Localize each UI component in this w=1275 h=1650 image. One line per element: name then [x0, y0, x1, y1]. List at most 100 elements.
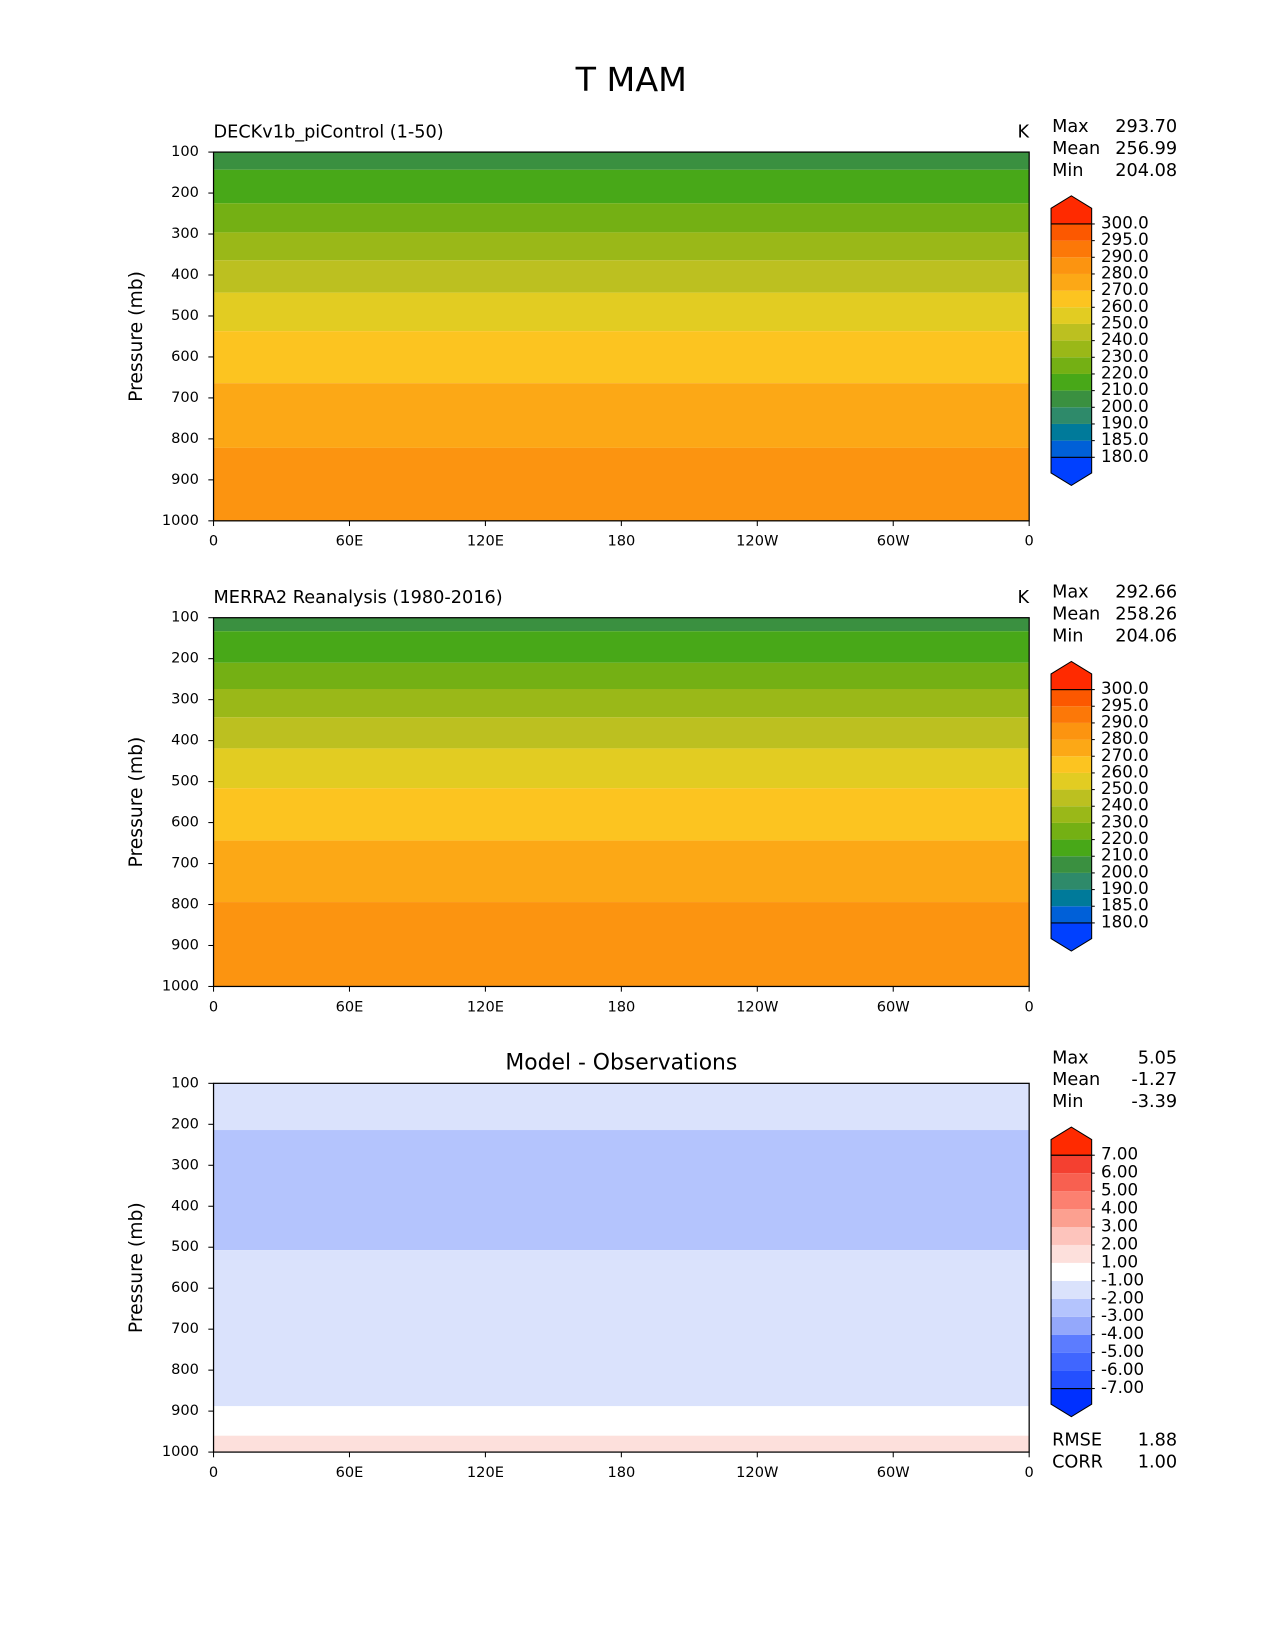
colorbar-segment	[1051, 889, 1092, 907]
y-tick-label: 600	[171, 814, 199, 831]
colorbar-segment	[1051, 756, 1092, 773]
colorbar-segment	[1051, 822, 1092, 840]
colorbar-segment	[1051, 1173, 1092, 1192]
colorbar-label: 230.0	[1101, 347, 1149, 366]
y-tick-label: 500	[171, 1238, 199, 1255]
colorbar-segment	[1051, 290, 1092, 308]
contour-band	[213, 260, 1030, 293]
x-tick-label: 120E	[467, 998, 504, 1015]
colorbar-segment	[1051, 1298, 1092, 1317]
colorbar-extension	[1050, 195, 1093, 225]
x-tick-label: 60E	[336, 998, 364, 1015]
x-tick-label: 180	[607, 533, 635, 550]
colorbar-segment	[1051, 323, 1092, 341]
stat-name: Min	[1052, 1092, 1083, 1112]
colorbar-segment	[1051, 373, 1092, 391]
contour-band	[213, 292, 1030, 332]
colorbar-label: 250.0	[1101, 779, 1149, 798]
y-tick-label: 700	[171, 389, 199, 406]
contour-band	[213, 383, 1030, 448]
panel-title: Model - Observations	[505, 1051, 737, 1076]
panel-title: DECKv1b_piControl (1-50)	[214, 122, 444, 142]
y-tick-label: 500	[171, 307, 199, 324]
colorbar-segment	[1051, 772, 1092, 790]
stat-name: RMSE	[1052, 1431, 1102, 1451]
x-tick-label: 0	[209, 998, 218, 1015]
x-tick-label: 180	[607, 998, 635, 1015]
colorbar-label: 7.00	[1101, 1145, 1138, 1164]
colorbar-label: 185.0	[1101, 430, 1149, 449]
colorbar-segment	[1051, 1334, 1092, 1353]
y-tick-label: 1000	[162, 512, 199, 529]
y-tick-label: 400	[171, 732, 199, 749]
y-tick-label: 200	[171, 650, 199, 667]
colorbar-label: 200.0	[1101, 397, 1149, 416]
x-tick-label: 60W	[877, 533, 910, 550]
x-tick-label: 120W	[736, 998, 778, 1015]
y-tick-label: 100	[171, 143, 199, 160]
contour-band	[213, 331, 1030, 384]
y-tick-label: 700	[171, 855, 199, 872]
plot-frame	[212, 151, 1030, 522]
y-tick-label: 600	[171, 1279, 199, 1296]
contour-band	[213, 662, 1030, 689]
y-axis-label: Pressure (mb)	[126, 737, 147, 868]
stat-value: 204.08	[1115, 161, 1177, 181]
colorbar-segment	[1051, 440, 1092, 458]
colorbar-segment	[1051, 340, 1092, 358]
x-tick-label: 60E	[336, 1464, 364, 1481]
colorbar-label: 230.0	[1101, 812, 1149, 831]
colorbar-segment	[1051, 856, 1092, 873]
y-axis-label: Pressure (mb)	[126, 1202, 147, 1333]
colorbar-label: -2.00	[1101, 1288, 1144, 1307]
stat-name: CORR	[1052, 1453, 1103, 1473]
colorbar-segment	[1051, 1209, 1092, 1228]
contour-band	[213, 717, 1030, 749]
colorbar-label: 300.0	[1101, 679, 1149, 698]
colorbar-segment	[1051, 240, 1092, 258]
colorbar-label: 280.0	[1101, 263, 1149, 282]
colorbar-label: 210.0	[1101, 846, 1149, 865]
colorbar-label: 220.0	[1101, 829, 1149, 848]
stat-name: Max	[1052, 117, 1089, 137]
x-tick-label: 120W	[736, 533, 778, 550]
colorbar-segment	[1051, 722, 1092, 740]
colorbar-segment	[1051, 872, 1092, 890]
y-tick-label: 300	[171, 1156, 199, 1173]
colorbar-label: 180.0	[1101, 447, 1149, 466]
colorbar-label: 300.0	[1101, 213, 1149, 232]
colorbar-segment	[1051, 423, 1092, 441]
y-tick-label: 900	[171, 471, 199, 488]
colorbar-label: 295.0	[1101, 230, 1149, 249]
y-tick-label: 800	[171, 1361, 199, 1378]
units: K	[1018, 122, 1030, 142]
colorbar-label: 2.00	[1101, 1234, 1138, 1253]
figure-title: T MAM	[575, 60, 687, 99]
colorbar-label: -4.00	[1101, 1324, 1144, 1343]
stat-value: 293.70	[1115, 117, 1177, 137]
stat-name: Max	[1052, 1048, 1089, 1068]
colorbar-segment	[1051, 1155, 1092, 1174]
colorbar-segment	[1051, 307, 1092, 324]
contour-band	[213, 232, 1030, 261]
contour-band	[213, 902, 1030, 987]
colorbar-segment	[1051, 407, 1092, 424]
contour-band	[213, 1130, 1030, 1251]
x-tick-label: 0	[209, 533, 218, 550]
colorbar-segment	[1051, 1244, 1092, 1263]
colorbar-segment	[1051, 806, 1092, 823]
stat-name: Mean	[1052, 605, 1100, 625]
colorbar-label: -7.00	[1101, 1378, 1144, 1397]
stat-name: Max	[1052, 583, 1089, 603]
colorbar-label: -1.00	[1101, 1270, 1144, 1289]
stat-name: Mean	[1052, 139, 1100, 159]
colorbar-segment	[1051, 223, 1092, 241]
colorbar-segment	[1051, 1316, 1092, 1335]
colorbar-segment	[1051, 1370, 1092, 1389]
colorbar-label: 270.0	[1101, 280, 1149, 299]
y-tick-label: 200	[171, 184, 199, 201]
stat-name: Mean	[1052, 1070, 1100, 1090]
y-tick-label: 400	[171, 266, 199, 283]
